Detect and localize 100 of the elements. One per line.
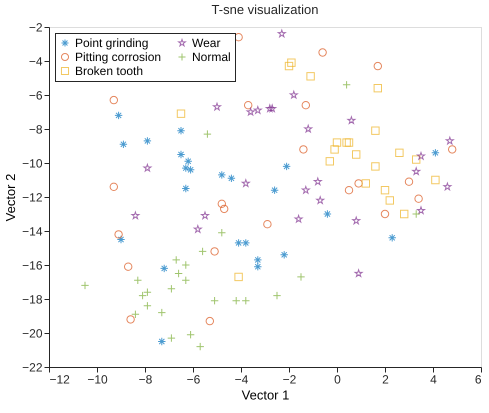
point xyxy=(80,281,90,290)
point xyxy=(352,216,360,224)
point xyxy=(374,62,382,70)
point xyxy=(326,157,334,166)
y-tick-label: −2 xyxy=(28,20,43,34)
point xyxy=(380,210,390,218)
point xyxy=(184,157,192,166)
chart-title: T-sne visualization xyxy=(212,2,318,17)
y-tick-label: −16 xyxy=(22,258,43,272)
x-tick-label: −4 xyxy=(234,372,249,386)
y-tick-label: −8 xyxy=(28,122,43,136)
point xyxy=(272,291,282,300)
point xyxy=(110,96,118,104)
point xyxy=(448,145,456,154)
point xyxy=(212,102,222,110)
point xyxy=(116,235,126,244)
point xyxy=(282,162,291,171)
point xyxy=(134,276,142,285)
point xyxy=(143,302,152,310)
point xyxy=(198,247,207,256)
point xyxy=(374,84,382,92)
y-tick-label: −14 xyxy=(22,224,43,238)
point xyxy=(254,106,262,114)
point xyxy=(110,182,118,191)
point xyxy=(143,136,152,146)
point xyxy=(347,116,356,124)
point xyxy=(242,179,250,187)
point xyxy=(143,164,152,172)
point xyxy=(242,296,250,305)
point xyxy=(176,150,186,159)
point xyxy=(176,109,186,118)
x-tick-label: 0 xyxy=(334,372,342,386)
point xyxy=(342,138,351,147)
point xyxy=(431,176,440,184)
x-tick-label: −6 xyxy=(186,372,201,386)
point xyxy=(182,260,190,270)
point xyxy=(446,136,454,144)
point xyxy=(416,206,426,214)
y-axis-title: Vector 2 xyxy=(3,174,18,222)
point xyxy=(158,337,166,346)
legend-label: Wear xyxy=(192,36,220,50)
point xyxy=(119,140,128,149)
point xyxy=(342,80,351,90)
point xyxy=(254,256,262,264)
y-tick-label: −18 xyxy=(22,292,43,306)
point xyxy=(270,186,279,194)
legend-label: Broken tooth xyxy=(75,64,144,78)
point xyxy=(160,264,168,273)
point xyxy=(263,220,272,228)
point xyxy=(172,256,180,264)
point xyxy=(412,210,420,218)
x-axis-title: Vector 1 xyxy=(242,388,290,402)
point xyxy=(386,196,394,205)
legend-label: Point grinding xyxy=(75,36,148,50)
point xyxy=(186,166,195,174)
point xyxy=(194,225,202,233)
y-tick-label: −20 xyxy=(22,326,43,340)
point xyxy=(306,72,315,81)
point xyxy=(203,130,212,138)
point xyxy=(218,228,226,237)
point xyxy=(182,276,190,285)
point xyxy=(332,138,342,147)
point xyxy=(404,178,414,186)
point xyxy=(167,334,176,342)
point xyxy=(278,30,286,38)
point xyxy=(388,234,396,242)
point xyxy=(280,250,288,260)
point xyxy=(294,214,303,223)
point xyxy=(371,162,380,171)
point xyxy=(416,152,426,160)
point xyxy=(302,186,310,194)
point xyxy=(124,262,132,271)
x-tick-label: −8 xyxy=(138,372,153,386)
x-tick-label: 2 xyxy=(382,372,390,386)
point xyxy=(395,148,404,158)
point xyxy=(246,108,255,116)
point xyxy=(412,155,420,164)
point xyxy=(266,104,274,112)
point xyxy=(431,148,440,158)
point xyxy=(314,177,322,186)
x-tick-label: −10 xyxy=(87,372,108,386)
point xyxy=(158,308,166,317)
point xyxy=(268,104,276,112)
point xyxy=(218,170,226,180)
x-tick-label: −2 xyxy=(282,372,297,386)
point xyxy=(443,182,452,190)
point xyxy=(371,126,380,135)
point xyxy=(167,284,176,294)
point xyxy=(182,164,190,172)
point xyxy=(414,194,423,203)
point xyxy=(143,288,152,296)
point xyxy=(196,342,204,351)
x-tick-label: −12 xyxy=(50,372,70,386)
point xyxy=(284,62,294,70)
point xyxy=(174,269,183,278)
point xyxy=(114,111,123,120)
point xyxy=(254,262,262,271)
point xyxy=(290,90,298,98)
legend-label: Pitting corrosion xyxy=(75,50,162,64)
point xyxy=(330,145,339,154)
